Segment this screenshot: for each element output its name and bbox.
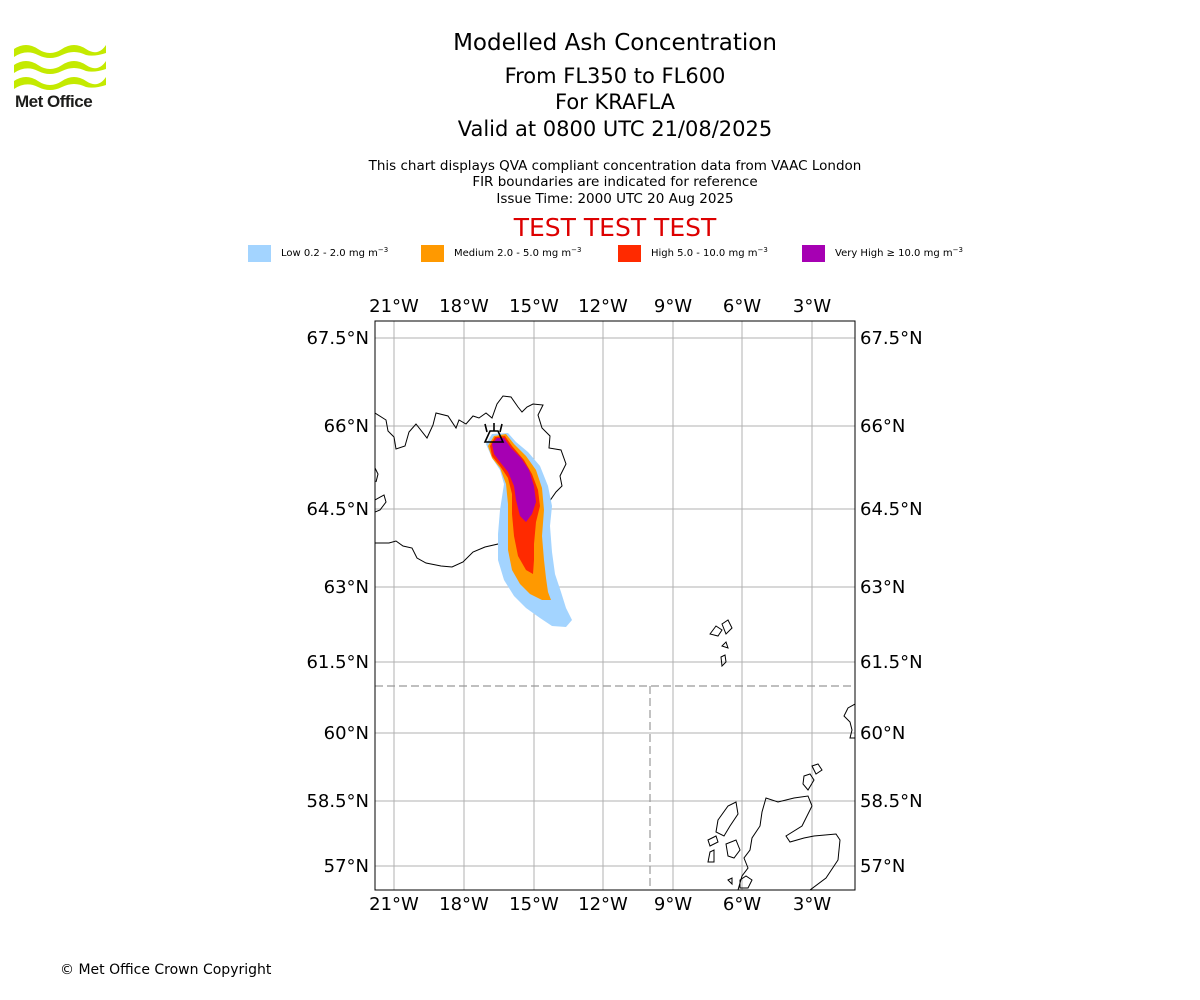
lon-tick-label: 18°W xyxy=(439,894,489,915)
map-content xyxy=(375,321,855,890)
lat-tick-label: 57°N xyxy=(860,856,905,877)
issue-time: Issue Time: 2000 UTC 20 Aug 2025 xyxy=(496,191,734,207)
lon-tick-label: 3°W xyxy=(793,894,831,915)
legend-label-very-high: Very High ≥ 10.0 mg m−3 xyxy=(835,246,963,259)
legend-label-low: Low 0.2 - 2.0 mg m−3 xyxy=(281,246,389,259)
lon-tick-label: 12°W xyxy=(578,894,628,915)
test-banner: TEST TEST TEST xyxy=(513,213,717,242)
coastlines xyxy=(375,395,855,890)
lat-tick-label: 64.5°N xyxy=(860,499,923,520)
qva-note: This chart displays QVA compliant concen… xyxy=(368,158,862,174)
lat-tick-label: 66°N xyxy=(860,416,905,437)
chart-title: Modelled Ash Concentration xyxy=(453,30,777,56)
valid-time: Valid at 0800 UTC 21/08/2025 xyxy=(457,117,773,141)
lon-tick-label: 15°W xyxy=(509,894,559,915)
lon-tick-label: 9°W xyxy=(654,296,692,317)
ash-plume xyxy=(486,433,572,627)
lat-tick-label: 63°N xyxy=(860,577,905,598)
map-frame xyxy=(374,320,856,891)
lon-tick-label: 6°W xyxy=(723,296,761,317)
copyright-notice: © Met Office Crown Copyright xyxy=(60,962,272,978)
lat-tick-label: 64.5°N xyxy=(306,499,369,520)
lat-tick-label: 67.5°N xyxy=(306,328,369,349)
lon-tick-label: 6°W xyxy=(723,894,761,915)
lat-tick-label: 61.5°N xyxy=(306,652,369,673)
lat-tick-label: 60°N xyxy=(324,723,369,744)
legend-swatch-high xyxy=(618,245,641,262)
lon-tick-label: 21°W xyxy=(369,296,419,317)
hebrides xyxy=(707,801,753,889)
gridlines xyxy=(375,321,855,890)
lat-tick-label: 66°N xyxy=(324,416,369,437)
lon-tick-label: 3°W xyxy=(793,296,831,317)
lon-labels-bottom: 21°W 18°W 15°W 12°W 9°W 6°W 3°W xyxy=(369,894,831,915)
orkney xyxy=(802,763,823,791)
faroe-islands xyxy=(709,619,733,668)
concentration-legend: Low 0.2 - 2.0 mg m−3 Medium 2.0 - 5.0 mg… xyxy=(0,244,1200,264)
lat-labels-right: 67.5°N 66°N 64.5°N 63°N 61.5°N 60°N 58.5… xyxy=(860,328,923,877)
lat-tick-label: 67.5°N xyxy=(860,328,923,349)
scotland-coast xyxy=(737,795,855,890)
volcano-name: For KRAFLA xyxy=(555,90,675,114)
lon-tick-label: 18°W xyxy=(439,296,489,317)
lat-tick-label: 60°N xyxy=(860,723,905,744)
shetland xyxy=(843,703,855,739)
lat-tick-label: 58.5°N xyxy=(306,791,369,812)
legend-swatch-very-high xyxy=(802,245,825,262)
legend-swatch-medium xyxy=(421,245,444,262)
met-office-logo-icon xyxy=(14,45,106,90)
volcano-symbol-icon xyxy=(483,423,505,443)
flight-level-range: From FL350 to FL600 xyxy=(504,64,726,88)
iceland-west-fjords xyxy=(375,467,379,483)
lat-tick-label: 63°N xyxy=(324,577,369,598)
lat-tick-label: 58.5°N xyxy=(860,791,923,812)
ash-contour-very-high xyxy=(492,438,536,522)
lon-tick-label: 12°W xyxy=(578,296,628,317)
met-office-logo-text: Met Office xyxy=(15,92,93,111)
fir-boundaries xyxy=(375,685,855,890)
legend-label-high: High 5.0 - 10.0 mg m−3 xyxy=(651,246,768,259)
iceland-snaefellsnes xyxy=(375,494,387,513)
lon-labels-top: 21°W 18°W 15°W 12°W 9°W 6°W 3°W xyxy=(369,296,831,317)
legend-label-medium: Medium 2.0 - 5.0 mg m−3 xyxy=(454,246,582,259)
lat-labels-left: 67.5°N 66°N 64.5°N 63°N 61.5°N 60°N 58.5… xyxy=(306,328,369,877)
fir-note: FIR boundaries are indicated for referen… xyxy=(472,174,758,190)
legend-swatch-low xyxy=(248,245,271,262)
lon-tick-label: 15°W xyxy=(509,296,559,317)
lat-tick-label: 61.5°N xyxy=(860,652,923,673)
lon-tick-label: 9°W xyxy=(654,894,692,915)
lon-tick-label: 21°W xyxy=(369,894,419,915)
lat-tick-label: 57°N xyxy=(324,856,369,877)
iceland-coast xyxy=(375,395,567,568)
